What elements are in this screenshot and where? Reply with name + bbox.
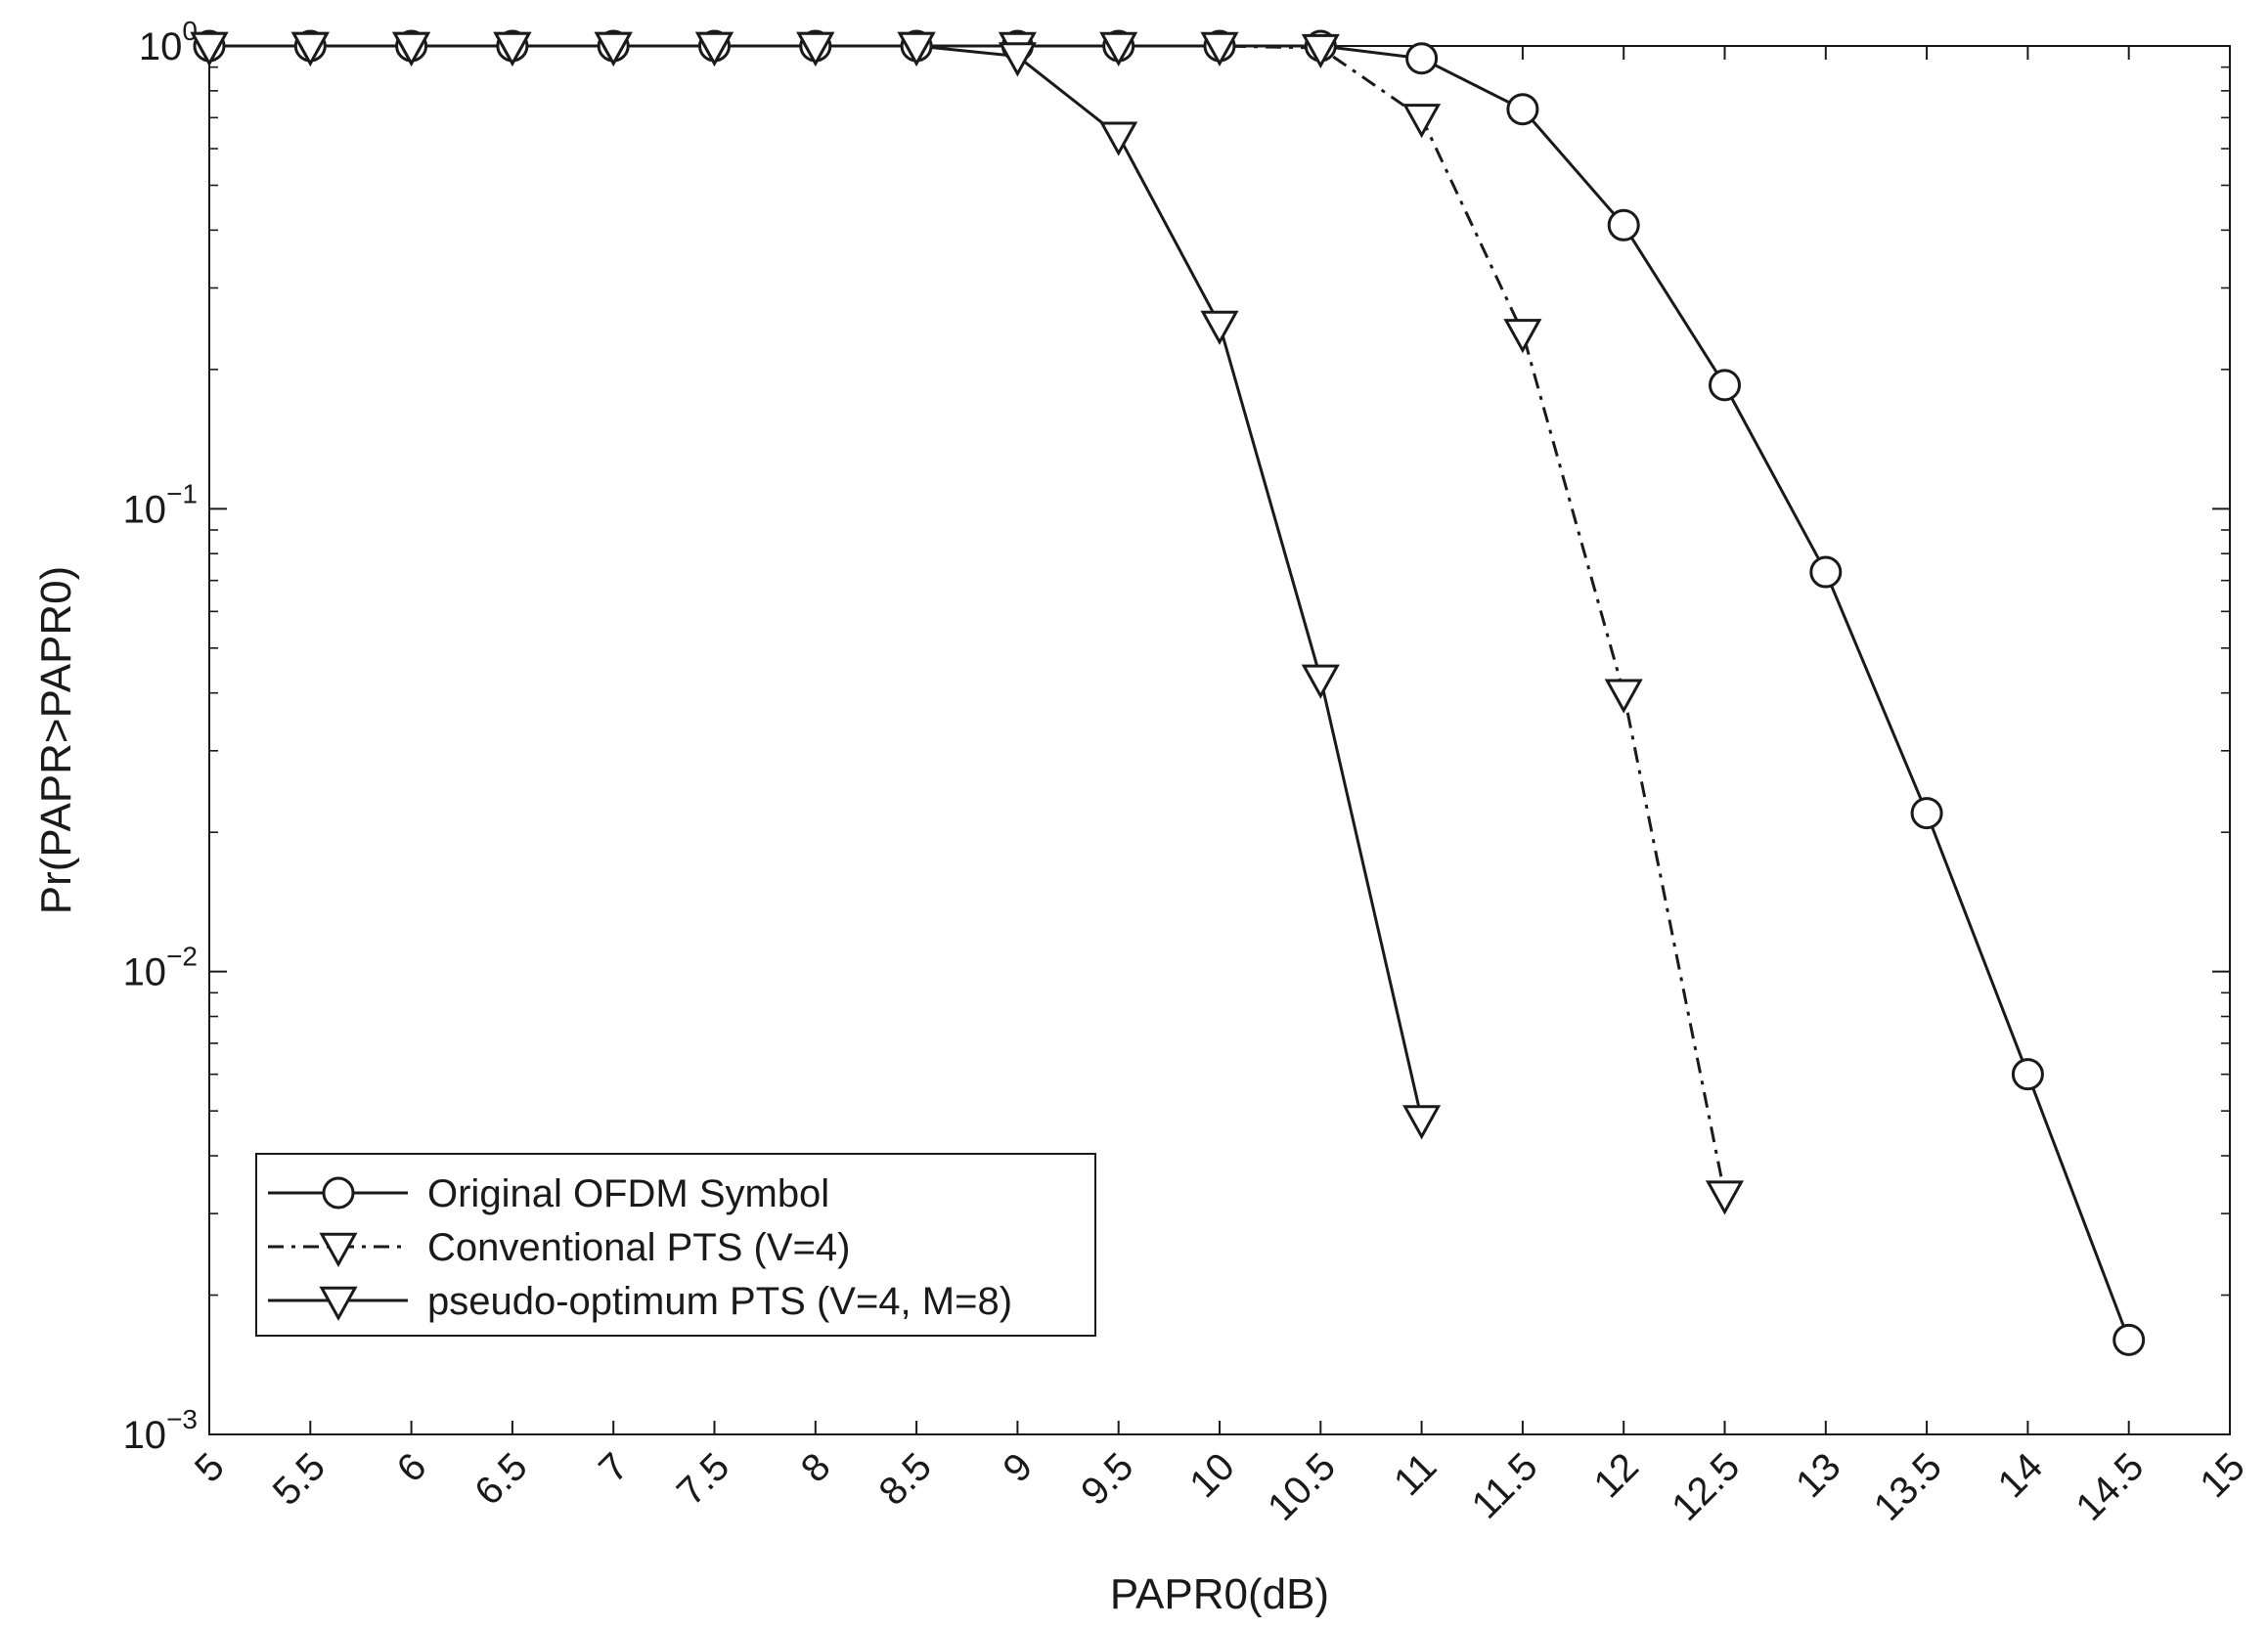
data-point	[190, 31, 229, 66]
data-point	[1709, 369, 1741, 402]
data-point	[1402, 104, 1442, 139]
data-point	[1402, 1105, 1442, 1140]
data-point	[594, 31, 633, 66]
legend: Original OFDM Symbol Conventional PTS (V=…	[255, 1153, 1096, 1337]
data-point	[796, 31, 835, 66]
data-point	[2011, 1058, 2044, 1091]
legend-marker	[319, 1232, 358, 1267]
legend-box	[255, 1153, 1096, 1337]
y-axis-title: Pr(PAPR>PAPR0)	[32, 566, 80, 915]
data-point	[1200, 310, 1239, 345]
data-point	[1099, 31, 1138, 66]
data-point	[998, 42, 1037, 77]
x-axis-title: PAPR0(dB)	[1110, 1570, 1329, 1618]
data-point	[1809, 555, 1843, 589]
data-point	[1503, 319, 1542, 354]
data-point	[897, 31, 936, 66]
data-point	[1301, 33, 1340, 69]
data-point	[2112, 1323, 2146, 1356]
data-point	[1604, 679, 1643, 714]
legend-marker	[319, 1286, 358, 1321]
legend-marker	[322, 1176, 355, 1210]
data-point	[1405, 42, 1439, 75]
data-point	[1607, 208, 1640, 242]
markers-pseudo-optimum-pts-v-4-m-8	[190, 31, 1442, 1140]
y-tick-label: 10−1	[123, 478, 198, 531]
series-layer	[190, 29, 2146, 1356]
data-point	[1200, 31, 1239, 66]
data-point	[1910, 797, 1943, 830]
data-point	[694, 31, 734, 66]
data-point	[1705, 1180, 1745, 1215]
y-tick-label: 10−3	[123, 1404, 198, 1457]
data-point	[1099, 121, 1138, 156]
legend-label: Conventional PTS (V=4)	[427, 1226, 850, 1269]
y-tick-label: 10−2	[123, 942, 198, 994]
data-point	[290, 31, 330, 66]
data-point	[392, 31, 431, 66]
data-point	[1506, 93, 1539, 126]
data-point	[493, 31, 532, 66]
data-point	[1301, 664, 1340, 699]
legend-label: pseudo-optimum PTS (V=4, M=8)	[427, 1280, 1012, 1323]
legend-label: Original OFDM Symbol	[427, 1172, 829, 1215]
